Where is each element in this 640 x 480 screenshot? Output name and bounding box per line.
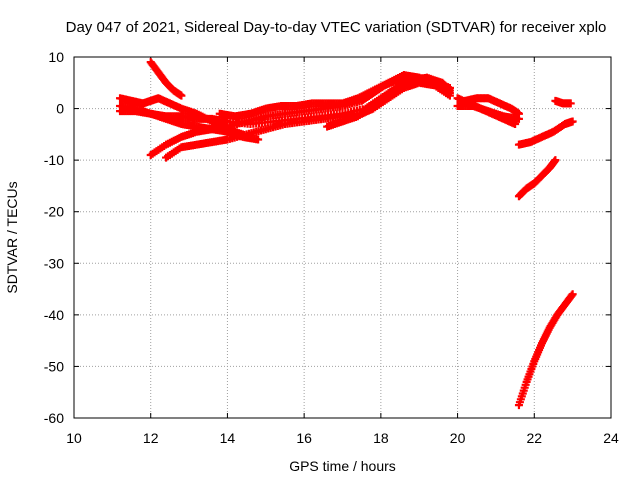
- x-tick-label: 24: [603, 430, 619, 446]
- y-axis-label: SDTVAR / TECUs: [4, 181, 20, 293]
- y-tick-label: -40: [44, 307, 64, 323]
- series-track-11: [453, 101, 523, 123]
- data-point: [445, 91, 454, 100]
- data-point: [551, 156, 560, 165]
- data-point: [254, 135, 263, 144]
- x-axis-label: GPS time / hours: [289, 458, 396, 474]
- data-point: [568, 117, 577, 126]
- chart-title: Day 047 of 2021, Sidereal Day-to-day VTE…: [65, 19, 607, 36]
- y-tick-label: -30: [44, 255, 64, 271]
- x-tick-label: 14: [220, 430, 236, 446]
- data-point: [566, 99, 575, 108]
- series-track-4: [146, 58, 186, 100]
- x-tick-label: 20: [450, 430, 466, 446]
- x-tick-label: 18: [373, 430, 389, 446]
- series-track-15: [514, 290, 577, 410]
- x-tick-label: 16: [296, 430, 312, 446]
- series-track-14: [514, 156, 560, 201]
- series-track-6: [162, 78, 454, 162]
- series-track-12: [551, 96, 575, 108]
- ticks: 10 12 14 16 18 20 22 24 -60 -50 -40 -30 -20 -10 0 10: [44, 49, 619, 446]
- y-tick-label: -60: [44, 410, 64, 426]
- x-tick-label: 10: [66, 430, 82, 446]
- series-track-8: [323, 76, 454, 131]
- data-point: [177, 91, 186, 100]
- y-tick-label: -50: [44, 358, 64, 374]
- y-tick-label: 10: [48, 49, 64, 65]
- data-point: [514, 114, 523, 123]
- x-tick-label: 12: [143, 430, 159, 446]
- data-point: [568, 290, 577, 299]
- x-tick-label: 22: [526, 430, 542, 446]
- data-points: [116, 58, 577, 410]
- series-track-10: [461, 94, 523, 118]
- grid: [74, 57, 611, 418]
- data-point: [445, 83, 454, 92]
- plot-frame: [73, 56, 612, 419]
- series-track-13: [514, 117, 577, 149]
- y-tick-label: -20: [44, 204, 64, 220]
- y-tick-label: 0: [56, 101, 64, 117]
- y-tick-label: -10: [44, 152, 64, 168]
